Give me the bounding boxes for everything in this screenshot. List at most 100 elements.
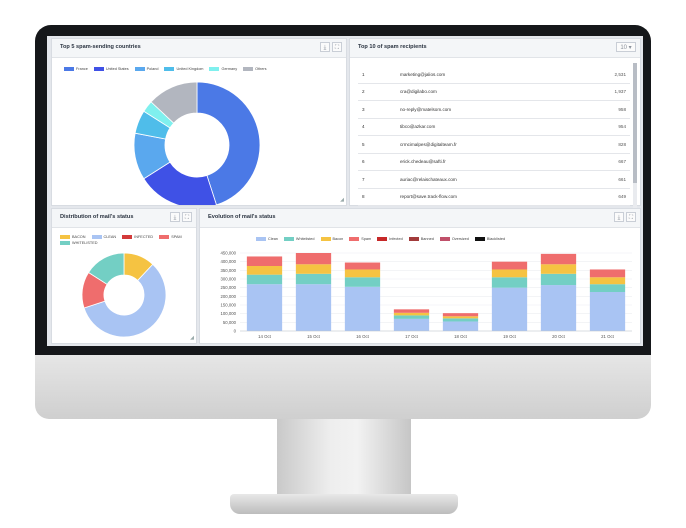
x-tick-label: 19 Oct — [503, 334, 516, 339]
y-tick-label: 200,000 — [220, 294, 236, 299]
legend-item[interactable]: France — [64, 67, 88, 71]
legend-label: Germany — [221, 67, 238, 71]
legend-label: United Kingdom — [176, 67, 204, 71]
legend-swatch — [64, 67, 74, 71]
row-rank: 1 — [358, 66, 396, 84]
table-row[interactable]: 2 cra@digilabo.com 1,937 — [358, 83, 630, 101]
table-row[interactable]: 8 report@save.track-flow.com 649 — [358, 188, 630, 206]
bar-segment — [442, 318, 479, 322]
y-tick-label: 450,000 — [220, 251, 236, 256]
legend-swatch — [93, 67, 104, 71]
bar-segment — [344, 286, 381, 331]
x-tick-label: 17 Oct — [405, 334, 418, 339]
legend-label: Clean — [268, 237, 278, 241]
download-icon[interactable]: ⤓ — [170, 212, 180, 222]
chart-legend: BACON CLEAN INFECTED SPAM WHITELISTED — [60, 235, 194, 245]
legend-swatch — [439, 237, 450, 241]
y-tick-label: 350,000 — [220, 268, 236, 273]
bar-segment — [295, 284, 332, 331]
legend-item[interactable]: CLEAN — [91, 235, 116, 239]
panel-title: Distribution of mail's status — [60, 214, 134, 220]
table-row[interactable]: 4 tibco@azkar.com 954 — [358, 118, 630, 136]
legend-item[interactable]: Infected — [377, 237, 403, 241]
legend-label: SPAM — [171, 235, 182, 239]
table-row[interactable]: 3 no-reply@matelsom.com 958 — [358, 100, 630, 119]
donut-slice — [83, 263, 167, 338]
legend-label: France — [76, 67, 88, 71]
bar-segment — [491, 269, 528, 278]
legend-swatch — [209, 67, 220, 71]
bar-segment — [540, 285, 577, 331]
bar-segment — [540, 273, 577, 286]
chart-legend: France United States Poland United Kingdom G… — [64, 67, 344, 71]
legend-item[interactable]: Bacon — [320, 237, 344, 241]
scrollbar-thumb[interactable] — [633, 63, 637, 183]
recipient-email: no-reply@matelsom.com — [396, 100, 576, 119]
row-rank: 5 — [358, 135, 396, 154]
table-row[interactable]: 5 crmcimalpes@digitalteam.fr 828 — [358, 135, 630, 154]
legend-swatch — [408, 237, 419, 241]
legend-label: Bacon — [332, 237, 344, 241]
legend-item[interactable]: Clean — [256, 237, 278, 241]
legend-swatch — [256, 237, 266, 241]
legend-item[interactable]: Banned — [408, 237, 434, 241]
legend-label: WHITELISTED — [72, 241, 98, 245]
table-row[interactable]: 6 erick.chedeau@safti.fr 667 — [358, 153, 630, 171]
dashboard-screen: Top 5 spam-sending countries ⤓ ⛶ France U… — [47, 36, 643, 346]
legend-swatch — [474, 237, 485, 241]
panel-title: Top 10 of spam recipients — [358, 44, 427, 50]
bar-segment — [491, 277, 528, 288]
legend-item[interactable]: INFECTED — [122, 235, 153, 239]
legend-swatch — [122, 235, 133, 239]
download-icon[interactable]: ⤓ — [614, 212, 624, 222]
spam-count: 661 — [576, 170, 630, 189]
bar-segment — [246, 256, 283, 266]
spam-count: 954 — [576, 118, 630, 136]
legend-item[interactable]: Germany — [209, 67, 237, 71]
recipient-email: auriac@relaischateaux.com — [396, 170, 576, 189]
spam-count: 1,937 — [576, 83, 630, 101]
resize-handle-icon[interactable]: ◢ — [340, 197, 344, 203]
download-icon[interactable]: ⤓ — [320, 42, 330, 52]
legend-label: Infected — [389, 237, 403, 241]
distribution-donut-chart — [81, 252, 167, 338]
row-rank: 8 — [358, 188, 396, 206]
legend-label: INFECTED — [134, 235, 154, 239]
scrollbar[interactable] — [633, 63, 637, 213]
bar-segment — [295, 264, 332, 274]
recipients-table: 1 marketing@jalios.com 2,531 2 cra@digilabo.… — [358, 66, 630, 206]
legend-item[interactable]: Whitelisted — [283, 237, 315, 241]
bar-segment — [589, 277, 626, 285]
rows-dropdown[interactable]: 10 ▾ — [616, 42, 636, 52]
legend-item[interactable]: BACON — [60, 235, 86, 239]
legend-swatch — [377, 237, 388, 241]
expand-icon[interactable]: ⛶ — [626, 212, 636, 222]
legend-item[interactable]: WHITELISTED — [60, 241, 98, 245]
bar-segment — [589, 284, 626, 292]
bar-segment — [295, 253, 332, 265]
legend-item[interactable]: SPAM — [159, 235, 182, 239]
bar-segment — [246, 284, 283, 331]
table-row[interactable]: 1 marketing@jalios.com 2,531 — [358, 66, 630, 84]
legend-item[interactable]: Oversized — [439, 237, 469, 241]
expand-icon[interactable]: ⛶ — [182, 212, 192, 222]
bar-segment — [393, 309, 430, 313]
panel-header: Evolution of mail's status ⤓ ⛶ — [200, 209, 640, 228]
legend-item[interactable]: United Kingdom — [164, 67, 203, 71]
recipient-email: erick.chedeau@safti.fr — [396, 153, 576, 171]
legend-item[interactable]: Others — [243, 67, 267, 71]
table-row[interactable]: 7 auriac@relaischateaux.com 661 — [358, 170, 630, 189]
expand-icon[interactable]: ⛶ — [332, 42, 342, 52]
legend-item[interactable]: Blacklisted — [474, 237, 505, 241]
monitor-chin — [35, 355, 651, 419]
x-tick-label: 16 Oct — [356, 334, 369, 339]
recipient-email: cra@digilabo.com — [396, 83, 576, 101]
legend-item[interactable]: Spam — [349, 237, 371, 241]
spam-count: 2,531 — [576, 66, 630, 84]
resize-handle-icon[interactable]: ◢ — [190, 335, 194, 341]
evolution-bar-chart: 0 50,000 100,000 150,000 200,000 250,000 300,0… — [220, 251, 632, 339]
legend-item[interactable]: Poland — [134, 67, 158, 71]
bar-segment — [246, 266, 283, 275]
chart-legend: Clean Whitelisted Bacon Spam Infected Banned O… — [256, 237, 636, 241]
legend-item[interactable]: United States — [93, 67, 129, 71]
